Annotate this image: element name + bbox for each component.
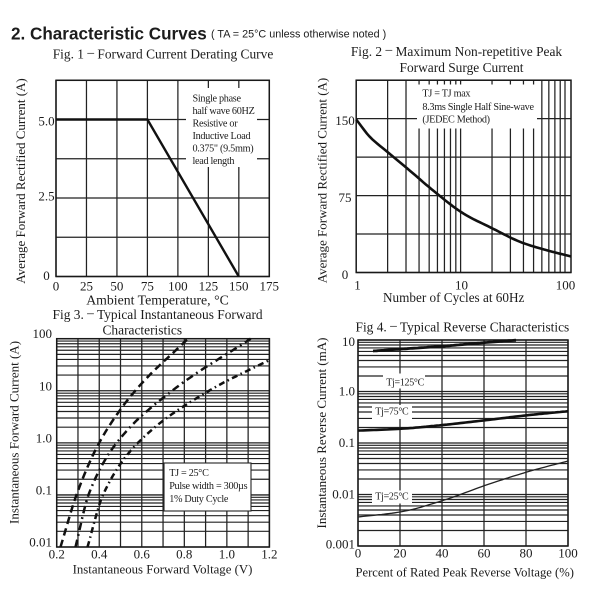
- svg-text:Ambient Temperature, °C: Ambient Temperature, °C: [86, 292, 229, 307]
- svg-text:150: 150: [335, 113, 355, 128]
- svg-text:0.6: 0.6: [134, 546, 151, 561]
- svg-text:Fig. 2 – Maximum Non-repetit: Fig. 2 – Maximum Non-repetitive Peak: [351, 42, 563, 59]
- svg-text:lead length: lead length: [193, 156, 235, 167]
- svg-text:1.0: 1.0: [36, 430, 52, 445]
- svg-text:(JEDEC Method): (JEDEC Method): [422, 115, 489, 126]
- svg-text:1.0: 1.0: [219, 546, 235, 561]
- svg-text:150: 150: [229, 279, 249, 294]
- svg-text:8.3ms Single Half Sine-wave: 8.3ms Single Half Sine-wave: [422, 102, 534, 113]
- svg-text:Single phase: Single phase: [193, 94, 242, 105]
- svg-text:175: 175: [260, 279, 280, 294]
- svg-text:Inductive Load: Inductive Load: [193, 131, 251, 142]
- svg-text:0.8: 0.8: [176, 546, 192, 561]
- svg-text:40: 40: [436, 546, 449, 561]
- svg-text:1.2: 1.2: [261, 546, 277, 561]
- svg-text:10: 10: [342, 334, 355, 349]
- svg-text:100: 100: [556, 278, 576, 293]
- svg-text:2. Characteristic Curves: 2. Characteristic Curves: [11, 25, 207, 44]
- svg-text:Tj=75°C: Tj=75°C: [375, 407, 409, 418]
- svg-text:TJ = 25°C: TJ = 25°C: [169, 468, 209, 479]
- svg-text:0.01: 0.01: [29, 535, 52, 550]
- svg-text:Fig. 1 – Forward Current Der: Fig. 1 – Forward Current Derating Curve: [53, 45, 274, 62]
- svg-text:10: 10: [455, 278, 468, 293]
- svg-text:1.0: 1.0: [339, 384, 355, 399]
- svg-text:0: 0: [43, 268, 50, 283]
- svg-text:Number of Cycles at 60Hz: Number of Cycles at 60Hz: [383, 290, 525, 305]
- svg-text:20: 20: [394, 546, 407, 561]
- svg-text:0.1: 0.1: [36, 482, 52, 497]
- svg-text:( TA = 25°C unless otherwise n: ( TA = 25°C unless otherwise noted ): [211, 29, 386, 41]
- svg-text:60: 60: [478, 546, 491, 561]
- svg-text:Forward Surge Current: Forward Surge Current: [400, 60, 524, 75]
- svg-text:1: 1: [354, 278, 361, 293]
- svg-text:5.0: 5.0: [38, 113, 54, 128]
- svg-text:100: 100: [168, 279, 188, 294]
- svg-text:Average Forward Rectified Curr: Average Forward Rectified Current (A): [315, 78, 330, 284]
- svg-text:100: 100: [558, 546, 578, 561]
- svg-text:0.375" (9.5mm): 0.375" (9.5mm): [193, 143, 254, 154]
- svg-text:Instantaneous Forward Voltage: Instantaneous Forward Voltage (V): [73, 563, 253, 577]
- svg-text:Pulse width = 300µs: Pulse width = 300µs: [169, 481, 247, 492]
- svg-text:Instantaneous Forward Current: Instantaneous Forward Current (A): [7, 341, 22, 524]
- svg-text:0: 0: [342, 267, 349, 282]
- svg-text:Tj=125°C: Tj=125°C: [386, 378, 424, 389]
- svg-text:80: 80: [520, 546, 533, 561]
- svg-text:50: 50: [110, 279, 123, 294]
- svg-text:0.001: 0.001: [326, 537, 355, 552]
- svg-text:0: 0: [53, 279, 60, 294]
- svg-text:Tj=25°C: Tj=25°C: [375, 491, 409, 502]
- svg-text:TJ = TJ max: TJ = TJ max: [422, 89, 470, 100]
- svg-text:Resistive or: Resistive or: [193, 119, 239, 130]
- svg-text:100: 100: [33, 326, 53, 341]
- svg-text:Percent of Rated Peak Reverse: Percent of Rated Peak Reverse Voltage (%…: [355, 566, 573, 580]
- svg-text:Characteristics: Characteristics: [103, 323, 183, 338]
- svg-text:0.2: 0.2: [49, 546, 65, 561]
- svg-text:half wave 60HZ: half wave 60HZ: [193, 106, 255, 117]
- svg-text:125: 125: [199, 279, 219, 294]
- svg-text:Fig 4. – Typical Reverse Cha: Fig 4. – Typical Reverse Characteristics: [356, 317, 570, 334]
- svg-text:0.4: 0.4: [91, 546, 108, 561]
- svg-text:25: 25: [80, 279, 93, 294]
- svg-text:1% Duty Cycle: 1% Duty Cycle: [169, 494, 229, 505]
- svg-text:Average Forward Rectified Curr: Average Forward Rectified Current (A): [13, 78, 28, 284]
- svg-text:75: 75: [141, 279, 154, 294]
- svg-text:Fig 3. – Typical Instantaneo: Fig 3. – Typical Instantaneous Forward: [53, 305, 263, 322]
- svg-text:10: 10: [39, 378, 52, 393]
- svg-text:0.01: 0.01: [332, 487, 355, 502]
- svg-text:2.5: 2.5: [38, 189, 54, 204]
- svg-text:Instantaneous Reverse Current: Instantaneous Reverse Current (mA): [314, 338, 329, 529]
- svg-text:0: 0: [355, 546, 362, 561]
- svg-text:0.1: 0.1: [339, 435, 355, 450]
- svg-text:75: 75: [339, 190, 352, 205]
